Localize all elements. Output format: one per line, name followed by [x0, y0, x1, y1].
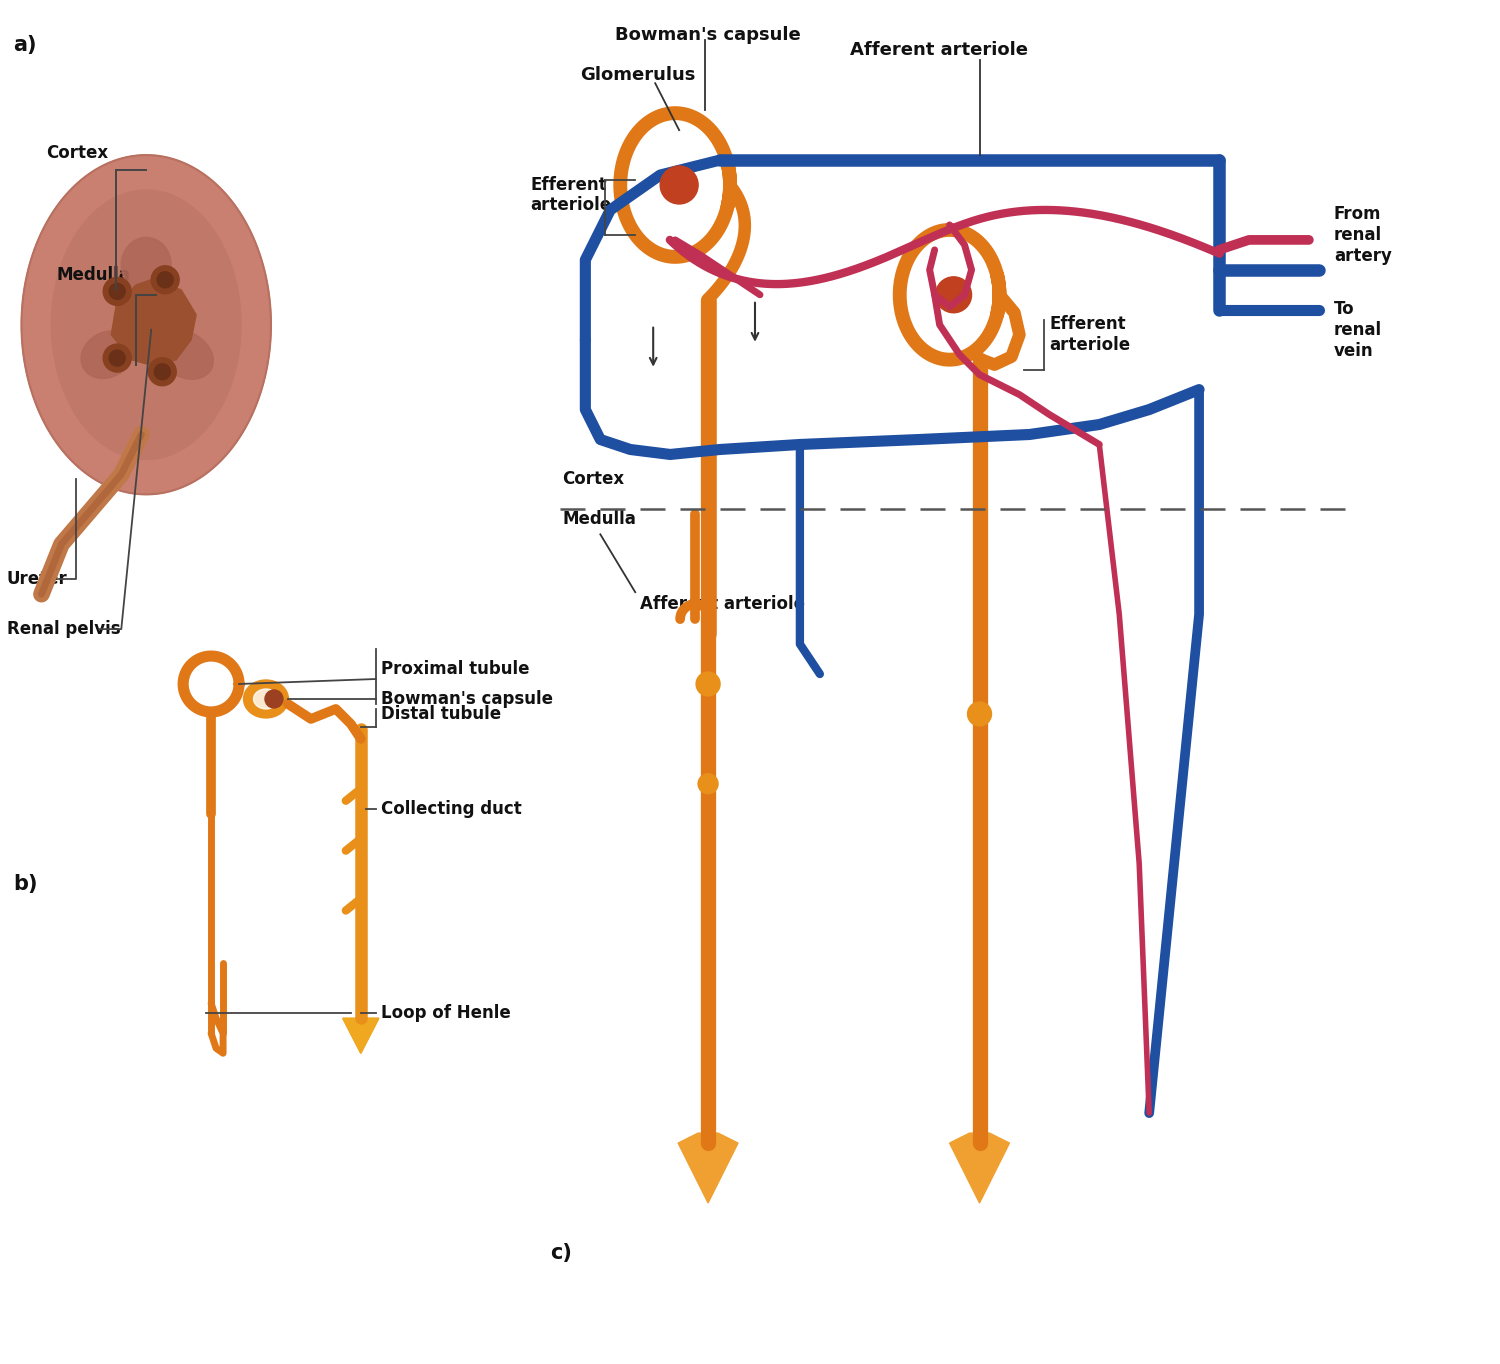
Circle shape [104, 344, 130, 372]
Text: Renal pelvis: Renal pelvis [6, 621, 120, 638]
Circle shape [698, 773, 718, 794]
Text: Medulla: Medulla [562, 510, 636, 528]
Text: Loop of Henle: Loop of Henle [381, 1004, 510, 1023]
Circle shape [266, 690, 284, 708]
Text: Distal tubule: Distal tubule [381, 705, 501, 723]
Polygon shape [344, 1019, 380, 1053]
Polygon shape [922, 261, 976, 330]
Text: b): b) [13, 873, 38, 893]
Text: c): c) [550, 1243, 573, 1263]
Polygon shape [950, 1133, 1010, 1203]
Circle shape [660, 166, 698, 205]
Circle shape [696, 672, 720, 696]
Polygon shape [678, 1133, 738, 1203]
Ellipse shape [158, 330, 213, 379]
Text: a): a) [13, 35, 38, 56]
Text: Afferent arteriole: Afferent arteriole [640, 595, 806, 614]
Polygon shape [51, 190, 242, 460]
Text: Efferent
arteriole: Efferent arteriole [1050, 315, 1131, 355]
Circle shape [104, 277, 130, 306]
Text: Medulla: Medulla [57, 266, 130, 284]
Text: Ureter: Ureter [6, 570, 68, 588]
Circle shape [936, 277, 972, 312]
Circle shape [968, 702, 992, 726]
Polygon shape [645, 145, 705, 225]
Circle shape [148, 357, 176, 386]
Polygon shape [344, 1019, 380, 1053]
Circle shape [158, 271, 172, 288]
Circle shape [110, 284, 125, 299]
Text: From
renal
artery: From renal artery [1334, 205, 1392, 265]
Polygon shape [21, 155, 272, 494]
Text: Proximal tubule: Proximal tubule [381, 660, 530, 678]
Text: Cortex: Cortex [562, 471, 624, 488]
Text: Collecting duct: Collecting duct [381, 799, 522, 818]
Ellipse shape [81, 331, 134, 378]
Circle shape [110, 351, 125, 366]
Text: Cortex: Cortex [46, 145, 108, 162]
Circle shape [154, 364, 170, 379]
Text: Glomerulus: Glomerulus [580, 67, 696, 85]
Ellipse shape [243, 681, 288, 717]
Text: To
renal
vein: To renal vein [1334, 300, 1382, 360]
Text: Bowman's capsule: Bowman's capsule [381, 690, 554, 708]
Polygon shape [111, 280, 196, 367]
Circle shape [152, 266, 178, 293]
Ellipse shape [122, 237, 171, 292]
Text: Afferent arteriole: Afferent arteriole [850, 41, 1028, 59]
Ellipse shape [254, 689, 279, 709]
Text: Bowman's capsule: Bowman's capsule [615, 26, 801, 44]
Text: Efferent
arteriole: Efferent arteriole [531, 176, 612, 214]
